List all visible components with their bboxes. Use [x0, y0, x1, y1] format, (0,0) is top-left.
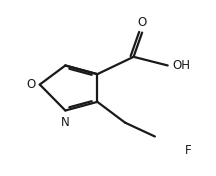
Text: N: N [61, 116, 70, 129]
Text: O: O [138, 16, 147, 29]
Text: O: O [26, 78, 35, 91]
Text: OH: OH [172, 59, 190, 72]
Text: F: F [185, 144, 191, 157]
